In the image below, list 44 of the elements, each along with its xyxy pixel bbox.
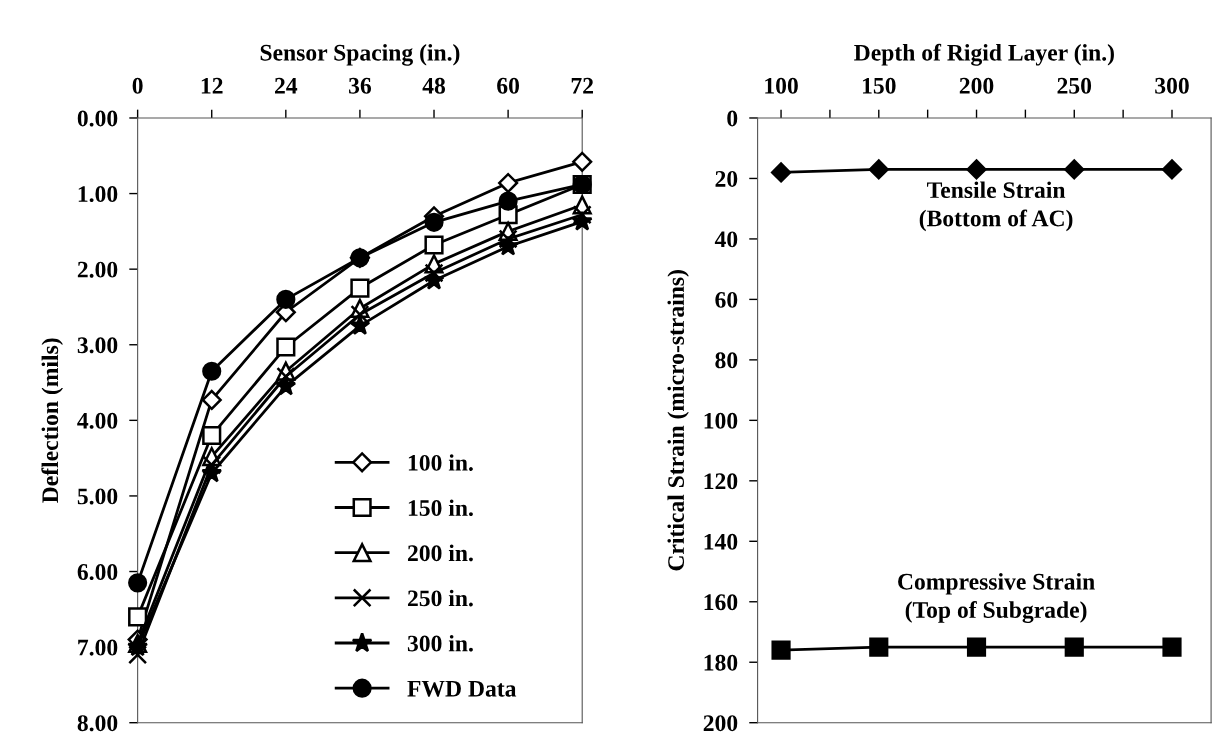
y-tick-label: 0 — [727, 110, 738, 127]
x-tick-label: 150 — [862, 77, 896, 94]
x-tick-label: 0 — [132, 77, 143, 94]
series-label: Compressive Strain (Top of Subgrade) — [898, 573, 1095, 623]
series-label: Tensile Strain (Bottom of AC) — [919, 181, 1073, 232]
y-tick-label: 120 — [704, 473, 738, 490]
x-tick-label: 100 — [765, 77, 798, 94]
legend-label: 200 in. — [407, 544, 473, 562]
y-tick-label: 4.00 — [77, 412, 118, 429]
y-tick-label: 6.00 — [77, 564, 118, 581]
y-tick-label: 200 — [703, 715, 738, 732]
x-axis-title: Depth of Rigid Layer (in.) — [854, 43, 1114, 66]
x-tick-label: 200 — [959, 77, 994, 94]
y-axis-title: Critical Strain (micro-strains) — [667, 270, 689, 571]
y-tick-label: 1.00 — [78, 186, 118, 203]
y-tick-label: 7.00 — [78, 639, 118, 656]
x-tick-label: 60 — [497, 77, 520, 94]
y-tick-label: 2.00 — [77, 261, 118, 278]
x-tick-label: 48 — [422, 77, 446, 94]
y-tick-label: 80 — [715, 352, 738, 369]
legend-label: 100 in. — [408, 454, 473, 471]
legend-label: 250 in. — [407, 589, 473, 607]
y-tick-label: 5.00 — [77, 488, 118, 505]
y-tick-label: 180 — [704, 654, 738, 671]
y-tick-label: 0.00 — [77, 110, 118, 127]
legend-label: 150 in. — [408, 499, 473, 517]
y-tick-label: 100 — [704, 412, 738, 429]
y-tick-label: 3.00 — [77, 337, 118, 354]
y-axis-title: Deflection (mils) — [41, 338, 63, 503]
x-tick-label: 12 — [201, 77, 223, 94]
y-tick-label: 8.00 — [77, 715, 118, 732]
y-tick-label: 140 — [704, 533, 738, 550]
legend-label: 300 in. — [407, 634, 473, 652]
legend-label: FWD Data — [407, 680, 517, 697]
x-axis-title: Sensor Spacing (in.) — [260, 44, 460, 66]
y-tick-label: 60 — [715, 291, 738, 308]
x-tick-label: 250 — [1057, 77, 1092, 94]
x-tick-label: 300 — [1155, 77, 1189, 94]
y-tick-label: 20 — [715, 170, 738, 187]
y-tick-label: 40 — [714, 231, 738, 248]
x-tick-label: 72 — [571, 77, 593, 94]
x-tick-label: 36 — [349, 77, 372, 94]
x-tick-label: 24 — [275, 77, 298, 94]
y-tick-label: 160 — [704, 594, 738, 611]
